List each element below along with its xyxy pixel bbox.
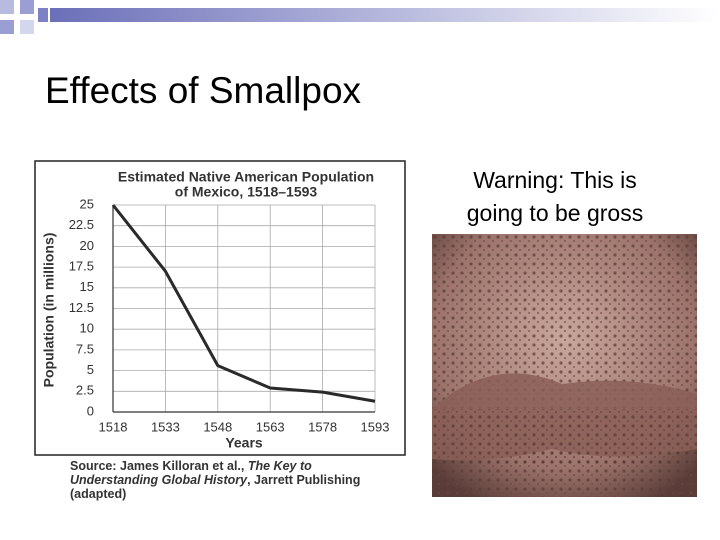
x-tick-label: 1533 xyxy=(151,419,180,434)
slide-title: Effects of Smallpox xyxy=(45,70,362,111)
y-tick-label: 15 xyxy=(80,279,94,294)
y-tick-label: 20 xyxy=(80,238,94,253)
data-line xyxy=(111,204,376,403)
y-tick-label: 22.5 xyxy=(69,217,94,232)
caption: Warning: This is going to be gross xyxy=(432,164,678,230)
top-decoration xyxy=(0,0,720,34)
caption-line: Warning: This is xyxy=(473,167,637,193)
y-tick-label: 10 xyxy=(80,321,94,336)
chart-frame xyxy=(34,160,406,456)
y-tick-label: 7.5 xyxy=(76,341,94,356)
deco-square xyxy=(38,8,48,22)
y-tick-label: 0 xyxy=(87,403,94,418)
x-tick-label: 1548 xyxy=(203,419,232,434)
x-tick-label: 1578 xyxy=(308,419,337,434)
deco-square xyxy=(0,0,14,14)
y-tick-label: 12.5 xyxy=(69,300,94,315)
chart-title: of Mexico, 1518–1593 xyxy=(175,184,318,200)
y-axis-label: Population (in millions) xyxy=(41,233,57,388)
x-tick-label: 1563 xyxy=(256,419,285,434)
source-text: , Jarrett Publishing (adapted) xyxy=(70,473,361,501)
deco-square xyxy=(0,20,14,34)
caption-line: going to be gross xyxy=(466,200,644,226)
y-tick-label: 25 xyxy=(80,196,94,211)
x-tick-label: 1518 xyxy=(99,419,128,434)
source-note: Source: James Killoran et al., The Key t… xyxy=(70,459,400,501)
source-text: Source: James Killoran et al., xyxy=(70,459,248,473)
x-axis-label: Years xyxy=(225,435,263,451)
header-bar xyxy=(50,8,720,22)
photo-lesions xyxy=(432,409,697,464)
y-tick-label: 2.5 xyxy=(76,383,94,398)
deco-square xyxy=(20,0,34,14)
chart-title: Estimated Native American Population xyxy=(118,169,374,185)
source-title: The Key to Understanding Global History xyxy=(70,459,312,487)
deco-square xyxy=(20,20,34,34)
photo xyxy=(432,234,697,497)
y-tick-label: 5 xyxy=(87,362,94,377)
x-tick-label: 1593 xyxy=(361,419,390,434)
y-tick-label: 17.5 xyxy=(69,259,94,274)
